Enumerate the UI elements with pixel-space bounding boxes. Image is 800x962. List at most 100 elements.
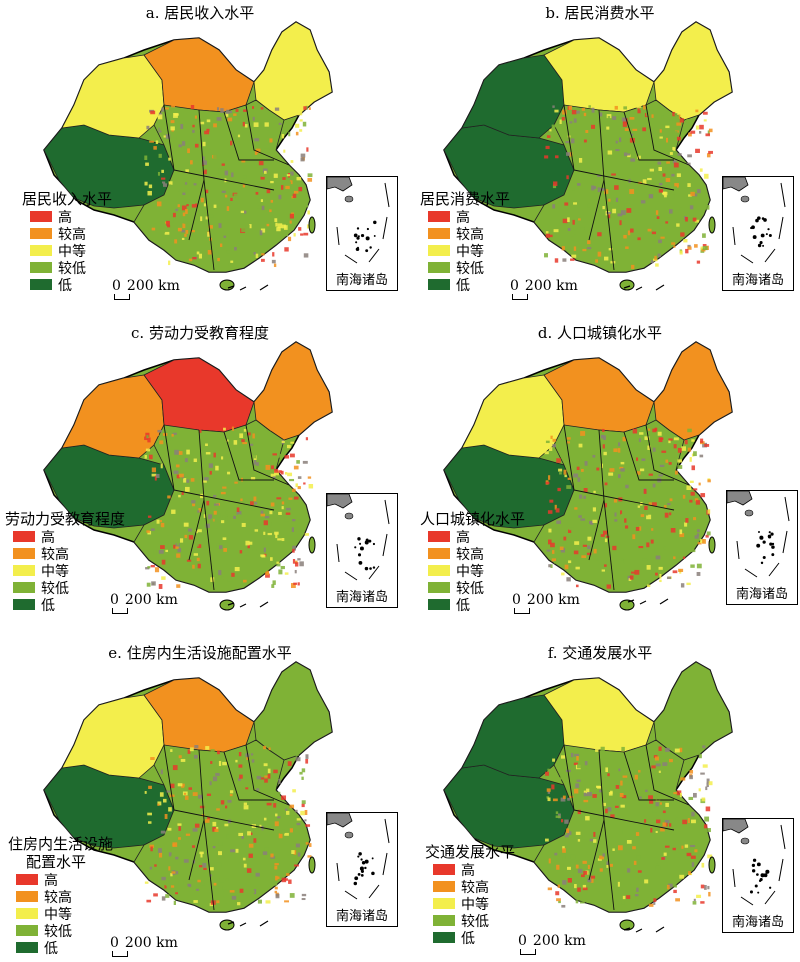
island-marks xyxy=(623,926,665,933)
legend-label: 中等 xyxy=(461,896,489,913)
legend-label: 低 xyxy=(41,597,55,614)
scale-zero: 0 xyxy=(110,592,119,608)
legend-swatch xyxy=(30,228,52,239)
scale-bar: 0 200 km xyxy=(518,933,586,955)
legend-swatch xyxy=(433,864,455,875)
legend-label: 较高 xyxy=(58,226,86,243)
legend-swatch xyxy=(16,942,38,953)
legend-label: 较低 xyxy=(456,580,484,597)
scale-bar-line xyxy=(112,951,128,957)
legend-item: 较高 xyxy=(420,225,510,243)
scale-bar: 0 200 km xyxy=(110,935,178,957)
legend-label: 较低 xyxy=(58,260,86,277)
legend-swatch xyxy=(30,245,52,256)
legend-item: 高 xyxy=(5,528,125,546)
legend-title: 住房内生活设施 xyxy=(8,835,114,853)
legend-item: 高 xyxy=(425,861,515,879)
legend-label: 较低 xyxy=(456,260,484,277)
legend-label: 高 xyxy=(461,862,475,879)
panel-title: b. 居民消费水平 xyxy=(545,4,655,22)
legend-label: 较高 xyxy=(456,546,484,563)
inset-label: 南海诸岛 xyxy=(335,590,388,605)
legend-label: 较高 xyxy=(456,226,484,243)
legend-item: 低 xyxy=(5,596,125,614)
legend-item: 高 xyxy=(420,528,525,546)
legend-item: 低 xyxy=(420,276,510,294)
legend-label: 较低 xyxy=(461,913,489,930)
scale-bar-line xyxy=(520,949,536,955)
legend-swatch xyxy=(428,599,450,610)
legend-item: 较高 xyxy=(425,878,515,896)
scale-zero: 0 xyxy=(112,278,121,294)
map-legend: 交通发展水平高较高 中等 较低低 xyxy=(425,843,515,947)
map-panel: b. 居民消费水平 居民消费水平高较高 中等 较低低 0 200 km 南海诸岛 xyxy=(400,0,800,320)
legend-label: 低 xyxy=(461,930,475,947)
map-panel: d. 人口城镇化水平 人口城镇化水平高较高 中等 较低低 0 200 km 南海诸岛 xyxy=(400,320,800,640)
scale-label: 200 km xyxy=(532,933,586,949)
legend-label: 较高 xyxy=(44,889,72,906)
legend-item: 中等 xyxy=(5,562,125,580)
panel-title: a. 居民收入水平 xyxy=(145,4,255,22)
legend-swatch xyxy=(428,582,450,593)
legend-swatch xyxy=(30,211,52,222)
legend-swatch xyxy=(13,531,35,542)
legend-label: 低 xyxy=(456,597,470,614)
island-marks xyxy=(627,598,669,605)
scale-zero: 0 xyxy=(110,935,119,951)
legend-swatch xyxy=(16,925,38,936)
map-legend: 居民收入水平高较高 中等 较低低 xyxy=(22,190,112,294)
legend-label: 高 xyxy=(44,872,58,889)
south-china-sea-inset: 南海诸岛 xyxy=(726,490,798,605)
legend-swatch xyxy=(13,565,35,576)
legend-item: 较低 xyxy=(8,922,113,940)
island-marks xyxy=(227,920,269,927)
legend-label: 低 xyxy=(456,277,470,294)
panel-title: e. 住房内生活设施配置水平 xyxy=(108,644,292,662)
legend-swatch xyxy=(433,932,455,943)
scale-bar-line xyxy=(512,294,528,300)
map-panel: e. 住房内生活设施配置水平 住房内生活设施 配置水平高较高 中等 较低低 0 200 km… xyxy=(0,640,400,960)
legend-swatch xyxy=(433,881,455,892)
panel-title: f. 交通发展水平 xyxy=(547,644,653,662)
legend-swatch xyxy=(13,582,35,593)
map-panel: f. 交通发展水平 交通发展水平高较高 中等 较低低 0 200 km 南海诸岛 xyxy=(400,640,800,960)
legend-label: 中等 xyxy=(58,243,86,260)
legend-label: 中等 xyxy=(456,243,484,260)
south-china-sea-inset: 南海诸岛 xyxy=(722,176,794,291)
inset-label: 南海诸岛 xyxy=(731,915,784,930)
legend-label: 较低 xyxy=(41,580,69,597)
scale-zero: 0 xyxy=(518,933,527,949)
island-marks xyxy=(623,284,665,291)
legend-label: 中等 xyxy=(44,906,72,923)
legend-item: 较高 xyxy=(8,888,113,906)
china-map xyxy=(443,21,733,291)
scale-bar-line xyxy=(514,608,530,614)
legend-item: 低 xyxy=(420,596,525,614)
legend-item: 较低 xyxy=(420,259,510,277)
scale-bar: 0 200 km xyxy=(512,592,580,614)
legend-swatch xyxy=(428,245,450,256)
legend-swatch xyxy=(433,898,455,909)
legend-swatch xyxy=(16,908,38,919)
legend-label: 高 xyxy=(456,209,470,226)
south-china-sea-inset: 南海诸岛 xyxy=(722,818,794,933)
island-marks xyxy=(227,601,269,608)
legend-item: 中等 xyxy=(8,905,113,923)
legend-swatch xyxy=(428,279,450,290)
legend-item: 中等 xyxy=(420,242,510,260)
map-panel: c. 劳动力受教育程度 劳动力受教育程度高较高 中等 较低低 0 200 km 南海诸岛 xyxy=(0,320,400,640)
legend-swatch xyxy=(428,548,450,559)
legend-swatch xyxy=(30,262,52,273)
legend-label: 中等 xyxy=(41,563,69,580)
south-china-sea-inset: 南海诸岛 xyxy=(326,493,398,608)
legend-item: 较低 xyxy=(425,912,515,930)
legend-item: 中等 xyxy=(425,895,515,913)
legend-item: 较高 xyxy=(5,545,125,563)
scale-zero: 0 xyxy=(510,278,519,294)
legend-item: 较低 xyxy=(22,259,112,277)
inset-label: 南海诸岛 xyxy=(735,587,788,602)
legend-swatch xyxy=(428,531,450,542)
legend-label: 高 xyxy=(58,209,72,226)
legend-title-line2: 配置水平 xyxy=(26,853,87,871)
china-map xyxy=(43,21,333,291)
